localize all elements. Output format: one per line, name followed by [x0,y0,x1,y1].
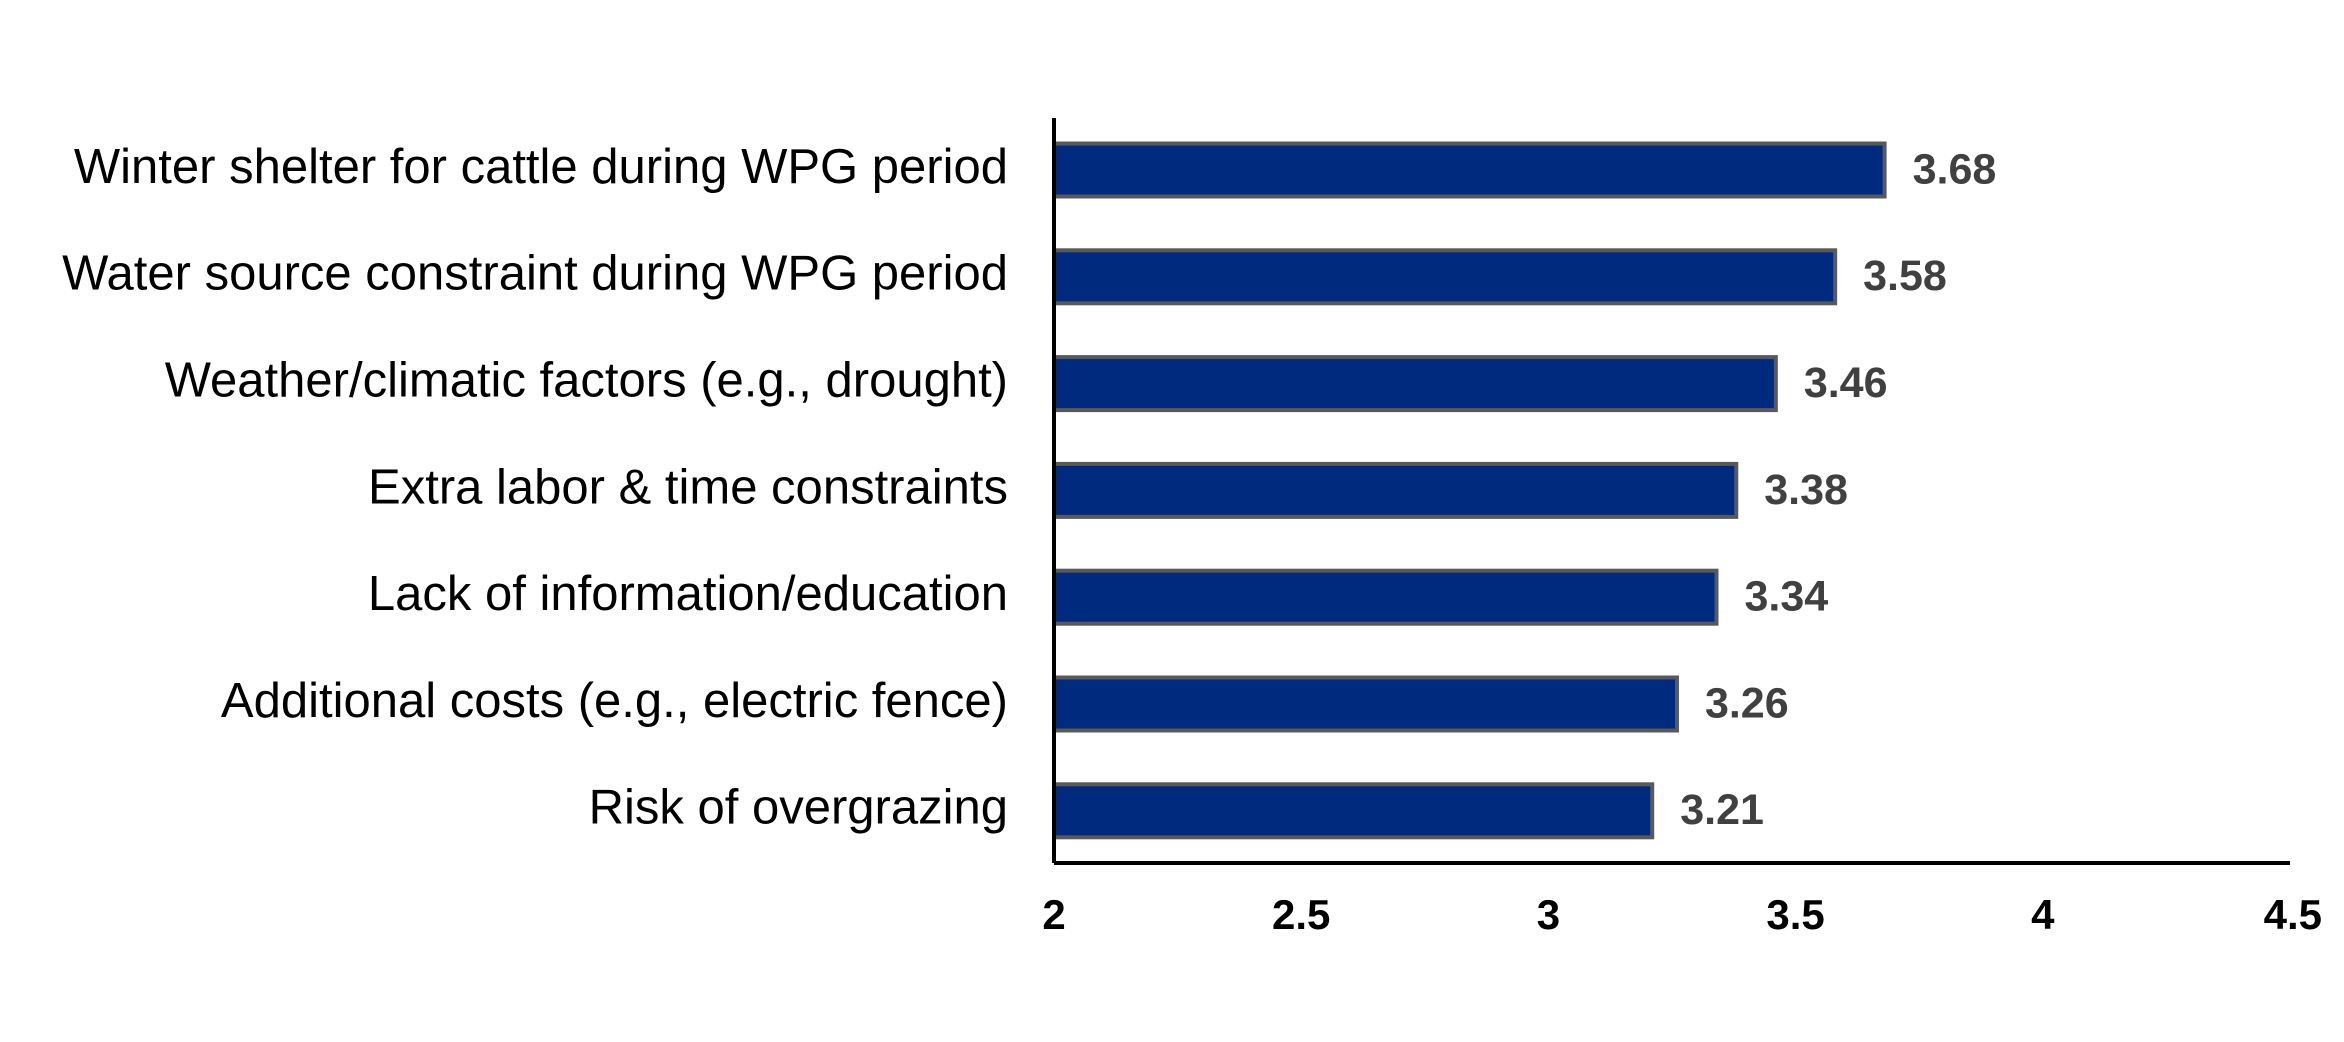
data-labels: 3.68 3.58 3.46 3.38 3.34 3.26 3.21 [1680,145,1996,834]
category-label: Winter shelter for cattle during WPG per… [74,140,1008,194]
bars [1052,141,1887,840]
category-label: Lack of information/education [368,567,1008,621]
bar [1052,248,1838,306]
category-label: Weather/climatic factors (e.g., drought) [165,354,1008,408]
bar [1052,355,1778,413]
bar [1052,141,1887,199]
bar [1052,675,1679,733]
data-label: 3.68 [1913,145,1997,193]
data-label: 3.26 [1705,679,1789,727]
data-label: 3.58 [1863,252,1947,300]
x-tick-label: 3 [1537,891,1560,938]
category-labels: Winter shelter for cattle during WPG per… [62,140,1008,835]
x-tick-label: 4.5 [2264,891,2322,938]
category-label: Extra labor & time constraints [368,460,1008,514]
category-label: Additional costs (e.g., electric fence) [221,674,1008,728]
data-label: 3.34 [1744,573,1828,621]
data-label: 3.21 [1680,786,1764,834]
x-tick-label: 3.5 [1766,891,1824,938]
data-label: 3.46 [1804,359,1888,407]
x-tick-labels: 2 2.5 3 3.5 4 4.5 [1042,891,2322,938]
category-label: Water source constraint during WPG perio… [62,247,1008,301]
bar [1052,782,1655,840]
data-label: 3.38 [1764,466,1848,514]
bar [1052,568,1719,626]
category-label: Risk of overgrazing [589,781,1008,835]
x-tick-label: 2.5 [1272,891,1330,938]
x-tick-label: 4 [2031,891,2055,938]
bar [1052,461,1739,519]
x-tick-label: 2 [1042,891,1065,938]
